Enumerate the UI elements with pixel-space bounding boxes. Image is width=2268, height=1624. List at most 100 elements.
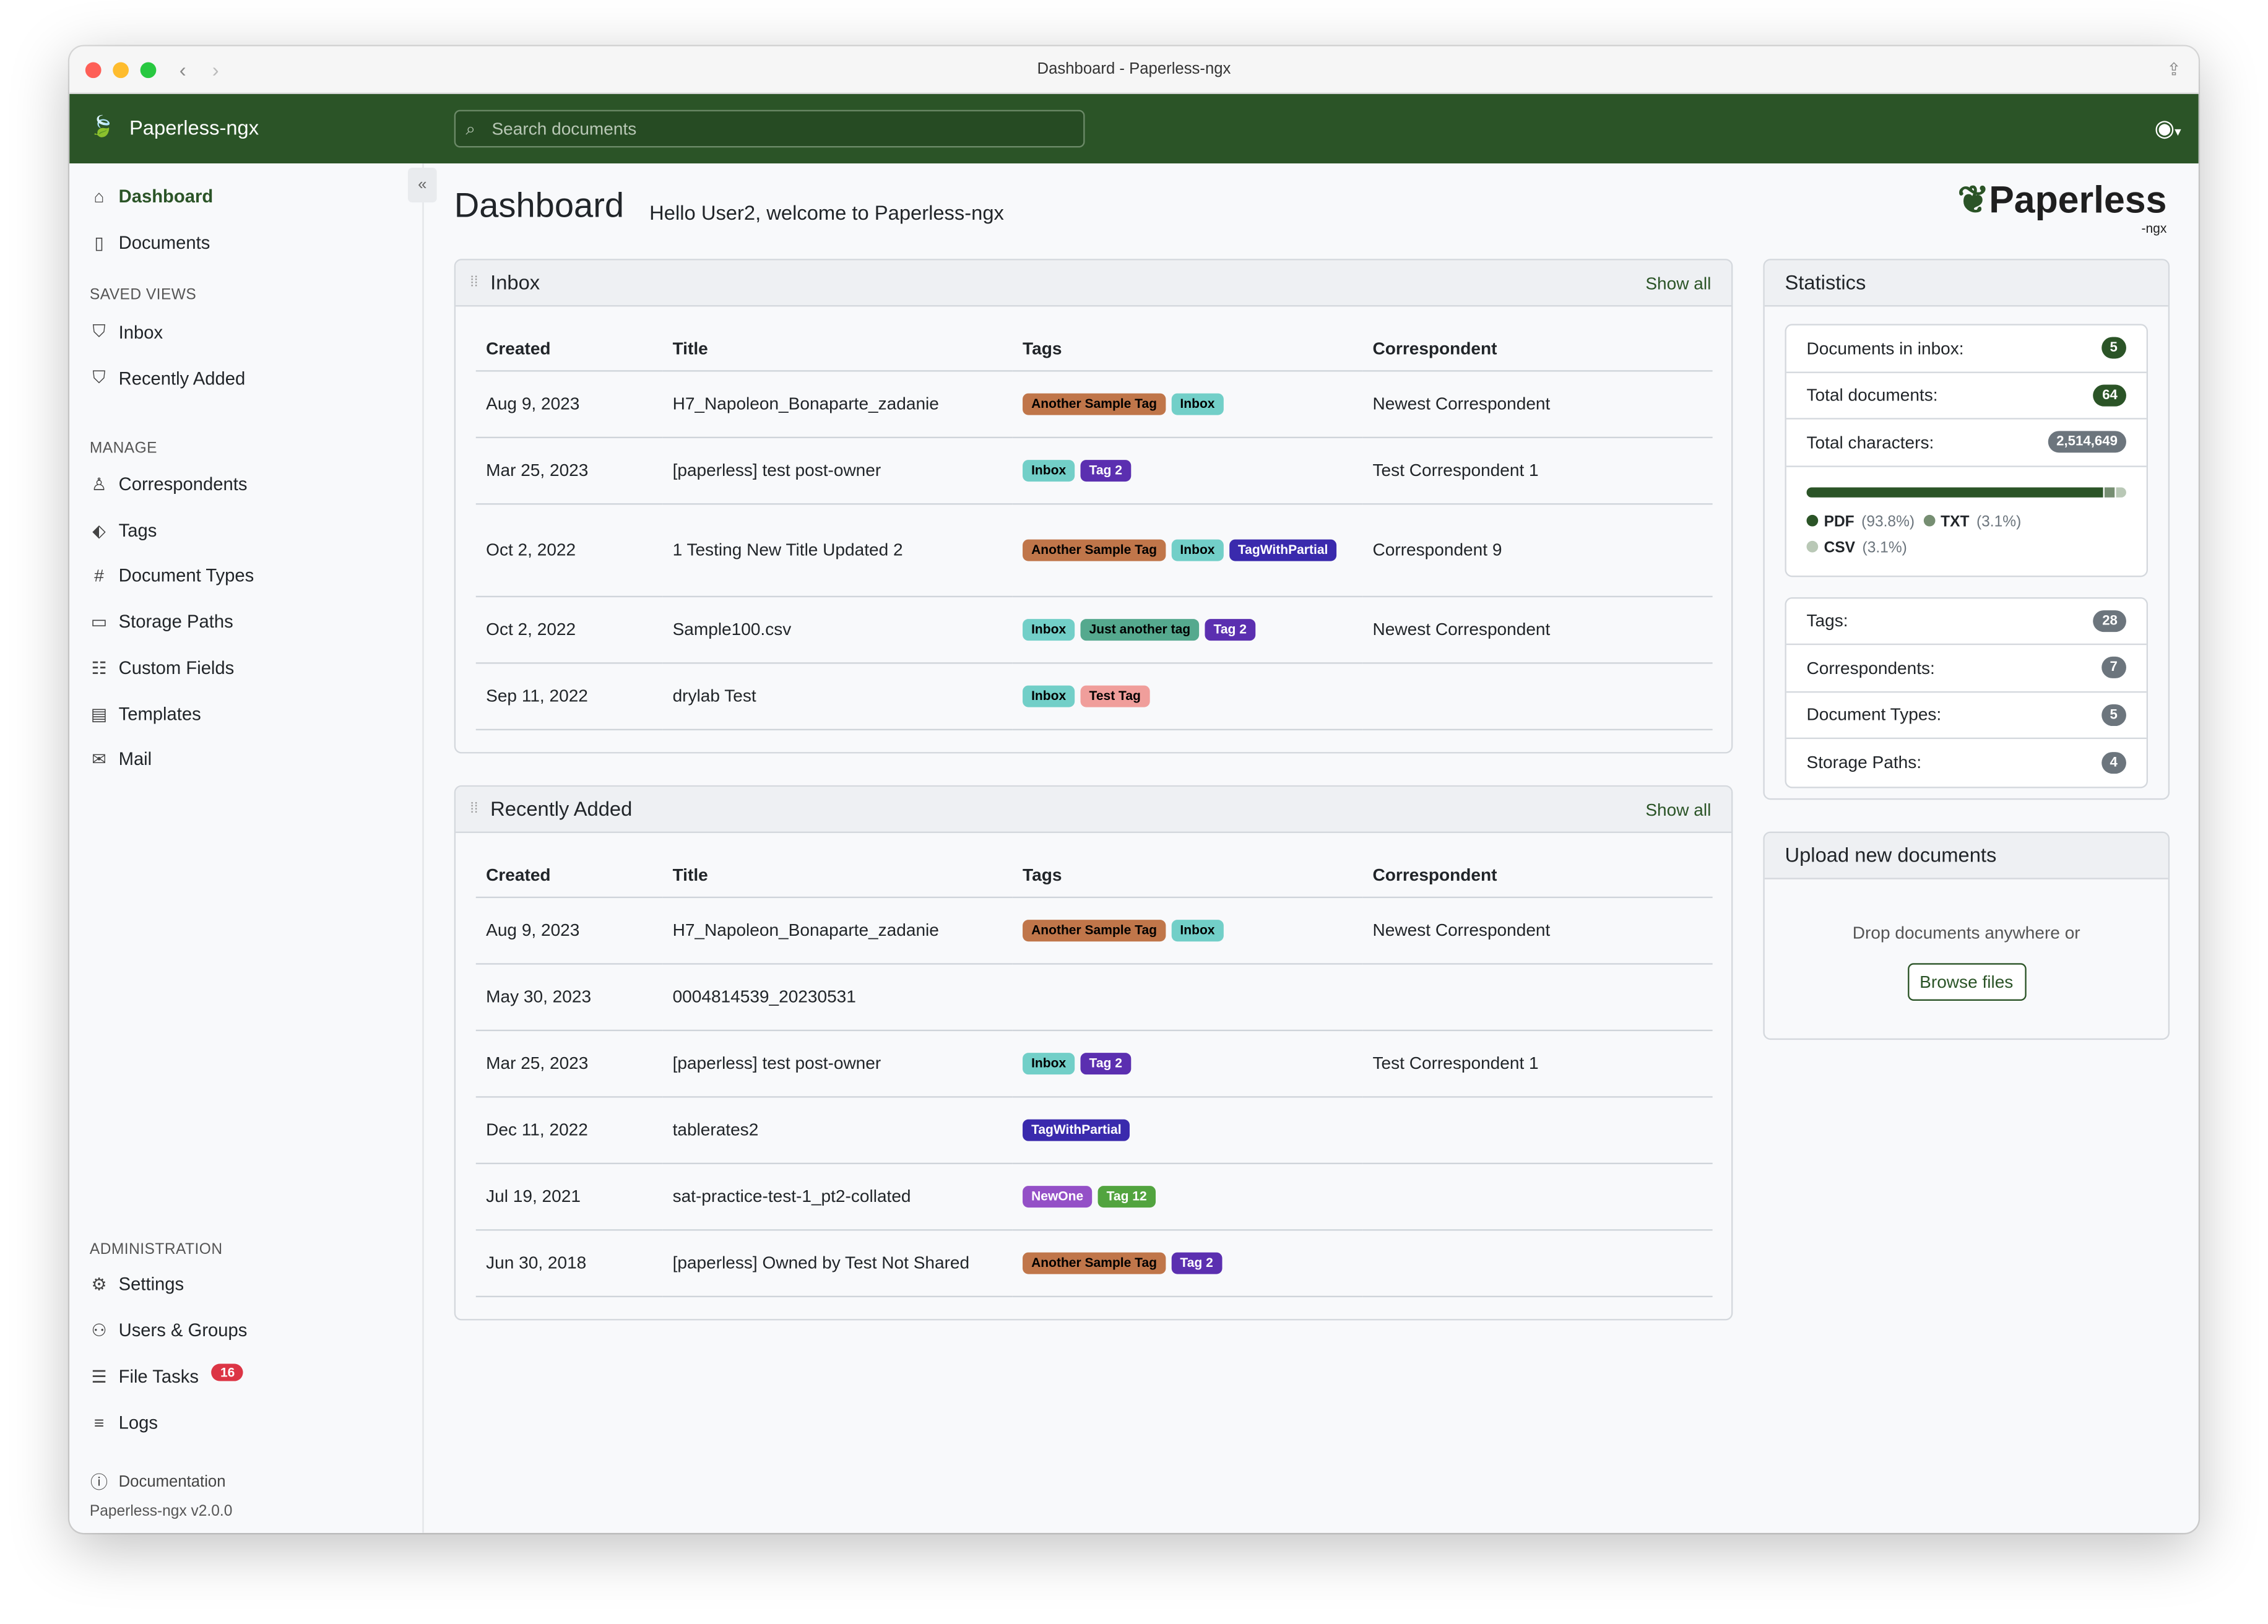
sidebar-item-documents[interactable]: ▯ Documents: [90, 233, 210, 253]
tag-badge[interactable]: Another Sample Tag: [1023, 918, 1166, 941]
sidebar-item-custom-fields[interactable]: ☷ Custom Fields: [90, 658, 234, 678]
sidebar-item-users-groups[interactable]: ⚇ Users & Groups: [90, 1320, 247, 1341]
tag-badge[interactable]: TagWithPartial: [1023, 1118, 1130, 1141]
tag-badge[interactable]: Inbox: [1023, 1052, 1075, 1074]
documentation-label: Documentation: [118, 1472, 226, 1490]
tag-badge[interactable]: Tag 12: [1097, 1185, 1156, 1207]
tag-badge[interactable]: Inbox: [1023, 459, 1075, 481]
administration-heading: ADMINISTRATION: [89, 1240, 223, 1258]
tag-badge[interactable]: Another Sample Tag: [1023, 538, 1166, 561]
tag-badge[interactable]: Another Sample Tag: [1023, 1251, 1166, 1274]
created-cell: Aug 9, 2023: [475, 896, 663, 964]
sidebar-item-templates[interactable]: ▤ Templates: [90, 704, 201, 724]
inbox-show-all-link[interactable]: Show all: [1645, 273, 1712, 294]
column-header[interactable]: Tags: [1012, 327, 1363, 371]
sidebar-item-correspondents[interactable]: ♙ Correspondents: [90, 474, 247, 495]
user-menu[interactable]: ◉▾: [2155, 114, 2181, 144]
browse-files-button[interactable]: Browse files: [1907, 963, 2026, 1001]
title-cell[interactable]: [paperless] test post-owner: [662, 436, 1013, 504]
title-cell[interactable]: H7_Napoleon_Bonaparte_zadanie: [662, 370, 1013, 438]
table-row[interactable]: Oct 2, 2022 1 Testing New Title Updated 2…: [475, 503, 1713, 597]
column-header[interactable]: Created: [475, 853, 663, 897]
column-header[interactable]: Created: [475, 327, 663, 371]
share-icon[interactable]: ⇪: [2166, 59, 2181, 80]
correspondent-cell[interactable]: Newest Correspondent: [1362, 595, 1713, 663]
tag-badge[interactable]: Just another tag: [1080, 618, 1200, 640]
drag-handle-icon[interactable]: ⁞⁞: [470, 274, 478, 291]
sidebar-item-storage-paths[interactable]: ▭ Storage Paths: [90, 612, 233, 633]
tag-badge[interactable]: Another Sample Tag: [1023, 392, 1166, 415]
title-cell[interactable]: [paperless] Owned by Test Not Shared: [662, 1229, 1013, 1297]
table-row[interactable]: Oct 2, 2022 Sample100.csv Inbox Just anothe…: [475, 595, 1713, 663]
correspondent-cell[interactable]: [1362, 1096, 1713, 1164]
tag-badge[interactable]: Inbox: [1023, 685, 1075, 707]
column-header[interactable]: Correspondent: [1362, 327, 1713, 371]
tag-badge[interactable]: Tag 2: [1080, 1052, 1131, 1074]
drag-handle-icon[interactable]: ⁞⁞: [470, 801, 478, 818]
stat-label: Correspondents:: [1806, 657, 1935, 678]
table-row[interactable]: Mar 25, 2023 [paperless] test post-owner I…: [475, 1029, 1713, 1097]
tag-badge[interactable]: Tag 2: [1205, 618, 1255, 640]
title-cell[interactable]: [paperless] test post-owner: [662, 1029, 1013, 1097]
correspondent-cell[interactable]: [1362, 1229, 1713, 1297]
tag-badge[interactable]: Test Tag: [1080, 685, 1149, 707]
table-row[interactable]: Dec 11, 2022 tablerates2 TagWithPartial: [475, 1096, 1713, 1164]
brand-link[interactable]: 🍃 Paperless-ngx: [90, 114, 259, 139]
forward-icon[interactable]: ›: [212, 58, 219, 81]
column-header[interactable]: Title: [662, 853, 1013, 897]
tag-badge[interactable]: Tag 2: [1171, 1251, 1222, 1274]
title-cell[interactable]: tablerates2: [662, 1096, 1013, 1164]
inbox-widget: ⁞⁞ Inbox Show all Created Title Tags Correspo…: [454, 259, 1733, 754]
correspondent-cell[interactable]: [1362, 662, 1713, 730]
title-cell[interactable]: H7_Napoleon_Bonaparte_zadanie: [662, 896, 1013, 964]
title-cell[interactable]: 1 Testing New Title Updated 2: [662, 503, 1013, 597]
tag-badge[interactable]: TagWithPartial: [1229, 538, 1337, 561]
title-cell[interactable]: sat-practice-test-1_pt2-collated: [662, 1162, 1013, 1230]
title-cell[interactable]: drylab Test: [662, 662, 1013, 730]
correspondent-cell[interactable]: Newest Correspondent: [1362, 896, 1713, 964]
table-row[interactable]: Aug 9, 2023 H7_Napoleon_Bonaparte_zadanie…: [475, 370, 1713, 438]
documentation-link[interactable]: ⓘ Documentation: [90, 1469, 226, 1494]
correspondent-cell[interactable]: Test Correspondent 1: [1362, 436, 1713, 504]
recent-show-all-link[interactable]: Show all: [1645, 800, 1712, 820]
sidebar-item-settings[interactable]: ⚙ Settings: [90, 1274, 184, 1295]
title-cell[interactable]: 0004814539_20230531: [662, 963, 1013, 1030]
close-window-button[interactable]: [85, 62, 102, 79]
column-header[interactable]: Tags: [1012, 853, 1363, 897]
correspondent-cell[interactable]: Newest Correspondent: [1362, 370, 1713, 438]
correspondent-cell[interactable]: Test Correspondent 1: [1362, 1029, 1713, 1097]
tag-badge[interactable]: Tag 2: [1080, 459, 1131, 481]
minimize-window-button[interactable]: [113, 62, 129, 79]
sidebar-item-file-tasks[interactable]: ☰ File Tasks 16: [90, 1363, 244, 1387]
collapse-sidebar-button[interactable]: «: [407, 168, 437, 203]
table-row[interactable]: Jul 19, 2021 sat-practice-test-1_pt2-coll…: [475, 1162, 1713, 1230]
table-row[interactable]: May 30, 2023 0004814539_20230531: [475, 963, 1713, 1030]
title-cell[interactable]: Sample100.csv: [662, 595, 1013, 663]
correspondent-cell[interactable]: [1362, 1162, 1713, 1230]
correspondent-cell[interactable]: Correspondent 9: [1362, 503, 1713, 597]
search-input[interactable]: ⌕ Search documents: [454, 110, 1085, 148]
sidebar-item-logs[interactable]: ≡ Logs: [90, 1413, 158, 1433]
sidebar-item-inbox[interactable]: ⛉ Inbox: [90, 321, 163, 343]
tag-badge[interactable]: Inbox: [1171, 918, 1224, 941]
sidebar-item-recently-added[interactable]: ⛉ Recently Added: [90, 368, 246, 389]
back-icon[interactable]: ‹: [179, 58, 186, 81]
tag-badge[interactable]: NewOne: [1023, 1185, 1093, 1207]
table-row[interactable]: Jun 30, 2018 [paperless] Owned by Test No…: [475, 1229, 1713, 1297]
correspondent-cell[interactable]: [1362, 963, 1713, 1030]
stat-row: Tags: 28: [1786, 598, 2147, 646]
column-header[interactable]: Title: [662, 327, 1013, 371]
sidebar-item-document-types[interactable]: # Document Types: [90, 566, 254, 587]
column-header[interactable]: Correspondent: [1362, 853, 1713, 897]
table-row[interactable]: Sep 11, 2022 drylab Test Inbox Test Tag: [475, 662, 1713, 730]
tag-badge[interactable]: Inbox: [1171, 392, 1224, 415]
sidebar-item-tags[interactable]: ⬖ Tags: [90, 520, 157, 540]
zoom-window-button[interactable]: [140, 62, 157, 79]
tag-badge[interactable]: Inbox: [1171, 538, 1224, 561]
sidebar-item-mail[interactable]: ✉ Mail: [90, 749, 152, 770]
tag-badge[interactable]: Inbox: [1023, 618, 1075, 640]
table-row[interactable]: Mar 25, 2023 [paperless] test post-owner I…: [475, 436, 1713, 504]
upload-widget: Upload new documents Drop documents anyw…: [1763, 831, 2170, 1040]
sidebar-item-dashboard[interactable]: ⌂ Dashboard: [90, 186, 214, 207]
table-row[interactable]: Aug 9, 2023 H7_Napoleon_Bonaparte_zadanie…: [475, 896, 1713, 964]
